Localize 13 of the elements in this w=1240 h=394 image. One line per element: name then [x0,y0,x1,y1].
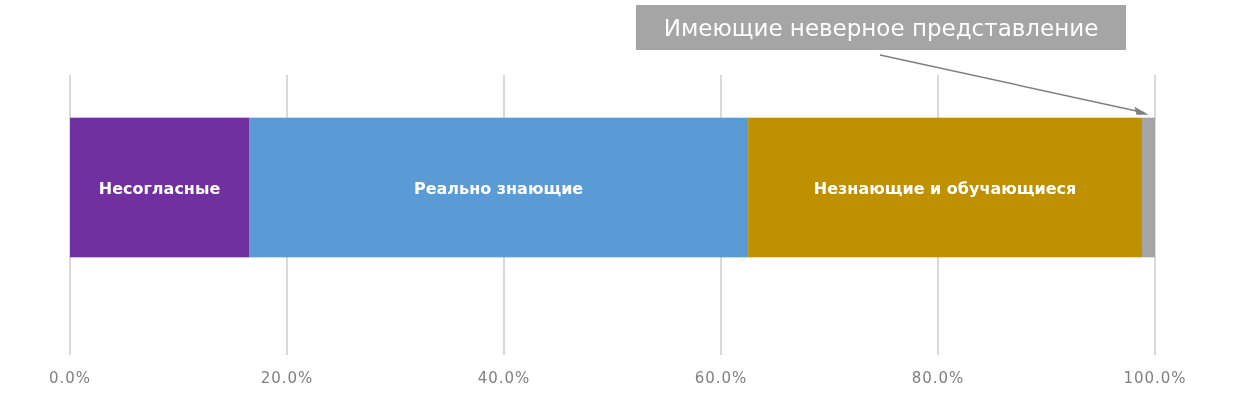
x-tick-label: 80.0% [911,369,965,387]
series-label: Реально знающие [413,178,584,198]
x-tick-label: 0.0% [48,369,92,387]
x-tick-label: 40.0% [477,369,531,387]
series-label: Несогласные [98,178,221,198]
bar [70,117,250,258]
x-tick-label: 20.0% [260,369,314,387]
series-label: Незнающие и обучающиеся [813,178,1077,198]
x-tick-label: 100.0% [1123,369,1187,387]
bar [249,117,749,258]
bar [748,117,1142,258]
x-tick-label: 60.0% [694,369,748,387]
text: Имеющие неверное представление [663,15,1099,41]
